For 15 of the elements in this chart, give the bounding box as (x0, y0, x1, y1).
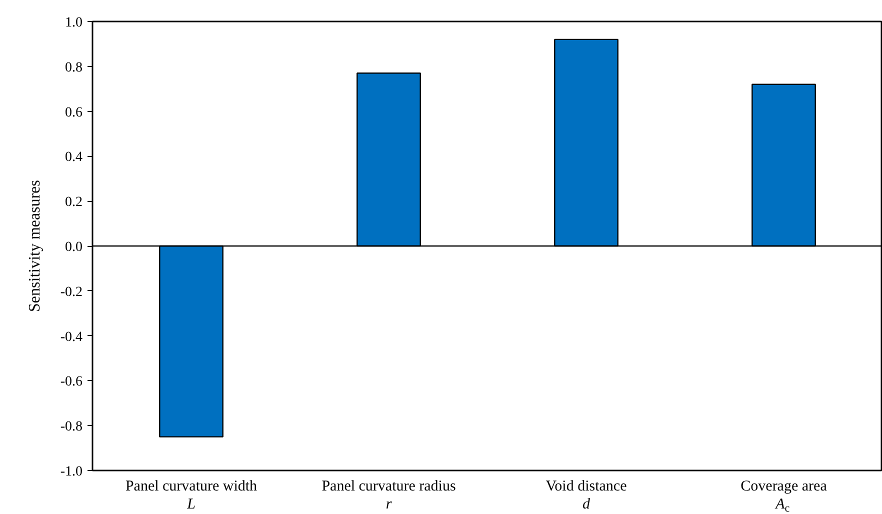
x-tick-label: Panel curvature radius r (322, 478, 456, 512)
y-tick-label: 1.0 (65, 16, 82, 30)
y-tick-label: -1.0 (60, 464, 83, 480)
y-tick-label: -0.2 (60, 284, 83, 300)
y-tick-label: 0.8 (65, 60, 82, 76)
y-tick-label: 0.4 (65, 150, 82, 166)
y-tick-label: 0.0 (65, 240, 82, 255)
y-tick-label: -0.6 (60, 374, 83, 390)
y-axis-title: Sensitivity measures (26, 180, 44, 312)
y-tick-label: -0.4 (60, 330, 83, 345)
y-tick-label: -0.8 (60, 420, 83, 435)
x-tick-label: Void distance d (546, 478, 628, 512)
y-tick-label: 0.2 (65, 195, 82, 210)
x-tick-label: Panel curvature width L (125, 478, 258, 512)
y-tick-label: 0.6 (65, 105, 82, 120)
